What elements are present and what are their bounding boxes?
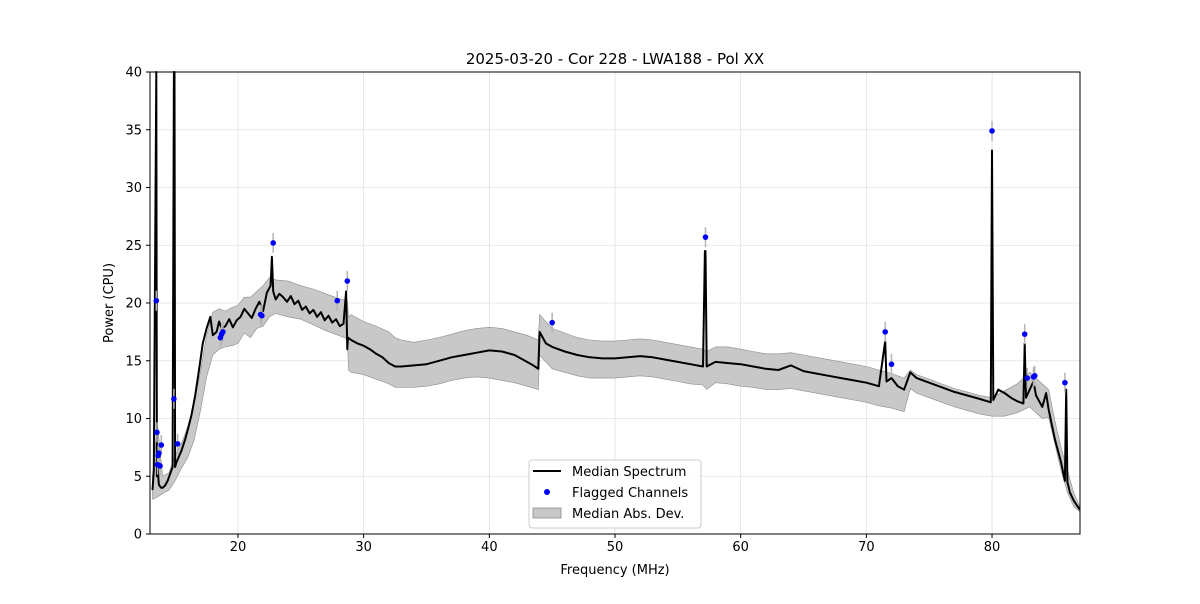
flagged-points-layer [153, 128, 1068, 469]
y-tick-label: 0 [134, 528, 142, 543]
x-tick-label: 60 [732, 540, 749, 555]
x-axis-label: Frequency (MHz) [560, 563, 669, 578]
y-tick-label: 25 [125, 239, 142, 254]
x-tick-label: 20 [230, 540, 247, 555]
y-tick-label: 20 [125, 297, 142, 312]
flagged-point [989, 128, 995, 134]
y-tick-label: 40 [125, 66, 142, 81]
flagged-point [157, 463, 163, 469]
median-spectrum-line [151, 71, 1081, 511]
legend-flagged-label: Flagged Channels [572, 486, 688, 501]
y-tick-label: 30 [125, 181, 142, 196]
flagged-point [220, 329, 226, 335]
x-tick-label: 30 [355, 540, 372, 555]
legend-frame [528, 459, 702, 529]
legend-median-label: Median Spectrum [572, 465, 686, 480]
y-tick-label: 5 [134, 470, 142, 485]
y-tick-label: 15 [125, 354, 142, 369]
y-tick-label: 35 [125, 123, 142, 138]
flagged-point [1024, 375, 1031, 381]
flagged-point [174, 441, 181, 447]
flagged-point [154, 429, 160, 436]
flagged-point [702, 234, 709, 240]
flagged-point [270, 240, 276, 246]
flagged-point [1062, 379, 1068, 386]
y-tick-label: 10 [125, 412, 142, 427]
flagged-point [259, 312, 265, 319]
flagged-point [344, 278, 351, 284]
flagged-point [1031, 372, 1038, 379]
flagged-point [882, 329, 889, 335]
x-tick-label: 80 [984, 540, 1001, 555]
flagged-point [153, 297, 160, 304]
axis-ticks: 20 30 40 50 60 70 80 0 5 10 15 20 25 30 35 40 [125, 66, 1000, 556]
x-tick-label: 70 [858, 540, 875, 555]
flagged-point [158, 442, 165, 448]
legend: Median Spectrum Flagged Channels Median … [528, 459, 702, 529]
legend-mad-label: Median Abs. Dev. [572, 507, 684, 522]
flagged-point [1021, 331, 1028, 337]
x-tick-label: 40 [481, 540, 498, 555]
legend-flagged-swatch [544, 489, 550, 495]
flagged-point [549, 319, 555, 326]
flagged-point [171, 396, 177, 402]
median-line-layer [151, 71, 1081, 511]
flagged-point [334, 297, 341, 304]
y-axis-label: Power (CPU) [102, 263, 117, 343]
chart-title: 2025-03-20 - Cor 228 - LWA188 - Pol XX [466, 50, 764, 68]
flagged-point [888, 361, 895, 368]
flagged-point [155, 450, 162, 456]
x-tick-label: 50 [607, 540, 624, 555]
legend-mad-swatch [532, 507, 562, 519]
